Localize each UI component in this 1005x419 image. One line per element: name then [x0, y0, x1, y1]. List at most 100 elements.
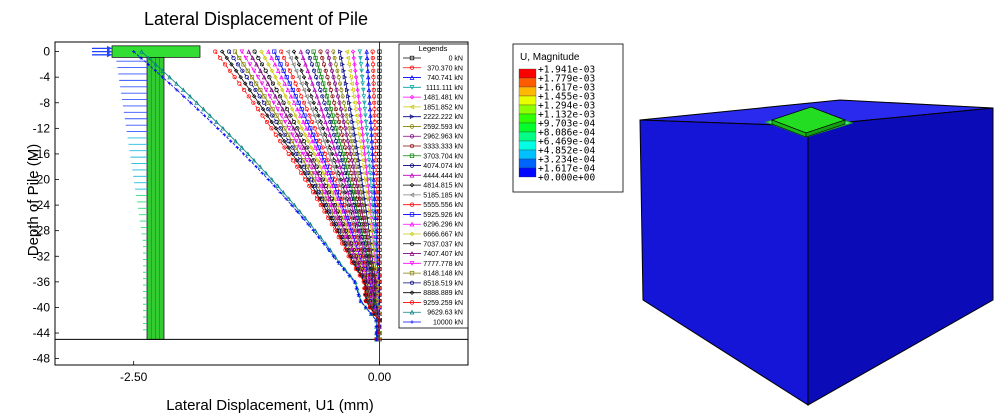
data-point — [256, 100, 261, 105]
data-point — [365, 68, 371, 73]
data-point — [237, 81, 242, 86]
legend-label: 7777.778 kN — [423, 261, 463, 268]
y-axis-label: Depth of Pile (M) — [25, 144, 42, 257]
data-point — [409, 143, 415, 149]
data-point — [269, 87, 274, 93]
data-point — [273, 74, 278, 80]
data-point — [377, 94, 382, 99]
data-point — [288, 93, 294, 99]
data-point — [409, 172, 415, 178]
data-point — [278, 139, 283, 144]
data-point — [344, 177, 350, 182]
data-point — [344, 221, 350, 227]
data-point — [286, 145, 291, 150]
data-point — [339, 87, 344, 93]
data-point — [289, 203, 294, 207]
legend-item: 9629.63 kN — [403, 309, 463, 317]
data-point — [296, 100, 301, 105]
data-point — [372, 235, 377, 240]
data-point — [280, 189, 286, 195]
legend-label: 740.741 kN — [427, 75, 463, 82]
data-point — [251, 157, 257, 163]
data-point — [344, 241, 349, 246]
data-point — [354, 286, 359, 290]
data-point — [323, 132, 328, 137]
colorbar-swatch — [518, 68, 537, 79]
data-point — [295, 106, 300, 112]
data-point — [351, 151, 357, 156]
data-point — [332, 81, 338, 86]
data-point — [353, 190, 358, 195]
data-point — [273, 126, 279, 131]
data-point — [367, 196, 372, 201]
data-point — [139, 56, 143, 60]
data-point — [357, 49, 363, 55]
data-point — [299, 126, 305, 131]
data-point — [344, 132, 349, 137]
data-point — [409, 309, 415, 315]
colorbar-swatch — [518, 167, 537, 178]
data-point — [260, 106, 266, 112]
data-point — [298, 113, 303, 118]
series-line — [221, 51, 379, 340]
data-point — [371, 94, 377, 99]
data-point — [267, 75, 272, 80]
data-point — [333, 107, 338, 112]
data-point — [350, 49, 356, 54]
series-11 — [305, 49, 382, 342]
data-point — [254, 81, 259, 86]
data-point — [290, 62, 296, 67]
legend-item: 5555.556 kN — [403, 202, 463, 209]
data-point — [260, 171, 264, 175]
data-point — [305, 145, 310, 150]
data-point — [300, 55, 306, 61]
series-line — [228, 51, 379, 340]
data-point — [227, 68, 232, 73]
data-point — [233, 138, 238, 144]
series-line — [141, 51, 377, 340]
data-point — [273, 93, 278, 99]
data-point — [311, 100, 316, 105]
data-point — [316, 100, 322, 105]
data-point — [254, 165, 258, 169]
data-point — [350, 241, 355, 246]
data-point — [335, 145, 341, 150]
series-27 — [131, 49, 379, 342]
legend-item: 6666.667 kN — [403, 232, 463, 239]
data-point — [310, 138, 315, 144]
data-point — [346, 62, 352, 67]
data-point — [336, 75, 341, 80]
data-point — [314, 170, 320, 176]
data-point — [327, 81, 332, 86]
data-point — [329, 209, 334, 214]
data-point — [351, 94, 356, 99]
data-point — [409, 290, 415, 295]
data-point — [352, 183, 357, 188]
data-point — [349, 158, 355, 163]
data-point — [363, 292, 368, 297]
data-point — [294, 132, 300, 137]
data-point — [331, 254, 336, 258]
data-point — [168, 81, 172, 86]
data-point — [357, 196, 362, 201]
series-line — [273, 51, 381, 340]
series-line — [313, 51, 381, 340]
data-point — [314, 164, 319, 169]
data-point — [344, 164, 349, 169]
data-point — [328, 107, 333, 112]
data-point — [340, 241, 345, 246]
data-point — [175, 88, 179, 92]
data-point — [370, 55, 375, 61]
data-point — [265, 113, 270, 118]
legend-item: 6296.296 kN — [403, 221, 463, 229]
data-point — [336, 235, 341, 240]
data-point — [377, 215, 382, 220]
data-point — [352, 171, 357, 176]
data-point — [409, 192, 415, 198]
data-point — [364, 126, 369, 131]
data-point — [304, 107, 309, 112]
data-point — [337, 183, 343, 189]
data-point — [358, 113, 363, 118]
data-point — [377, 87, 382, 93]
